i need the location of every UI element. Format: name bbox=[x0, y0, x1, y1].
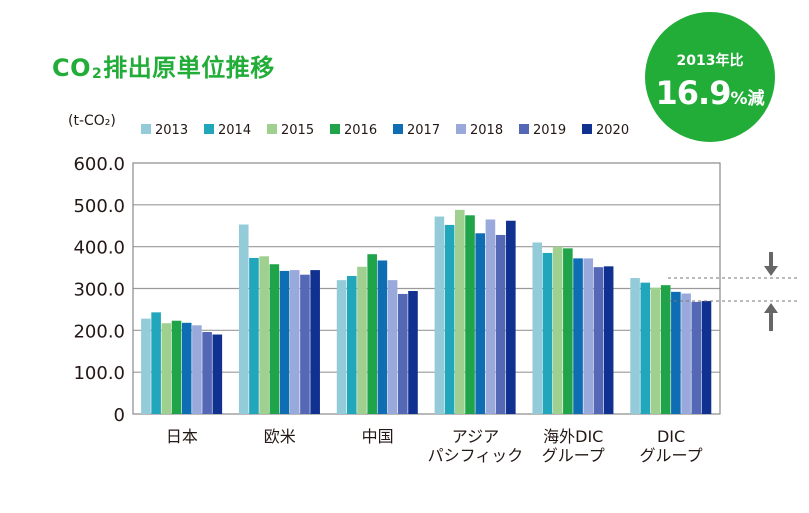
category-label: アジア bbox=[452, 427, 499, 446]
bar bbox=[681, 293, 691, 414]
bar bbox=[573, 258, 583, 414]
bar bbox=[640, 282, 651, 414]
bar bbox=[660, 285, 671, 414]
bar bbox=[192, 325, 202, 414]
legend-label: 2017 bbox=[407, 123, 440, 138]
y-tick-label: 500.0 bbox=[73, 196, 125, 217]
y-tick-label: 600.0 bbox=[73, 154, 125, 175]
bar bbox=[202, 332, 212, 414]
bar bbox=[408, 291, 418, 414]
up-arrow-shaft bbox=[769, 313, 773, 332]
category-label: 欧米 bbox=[264, 427, 296, 446]
legend-swatch bbox=[456, 124, 466, 134]
bar bbox=[387, 280, 398, 414]
category-label: 海外DIC bbox=[543, 427, 603, 446]
bar bbox=[212, 334, 223, 414]
bar bbox=[485, 219, 496, 414]
title-subscript: 2 bbox=[92, 66, 103, 82]
bar bbox=[161, 323, 172, 414]
legend-label: 2015 bbox=[281, 123, 314, 138]
bar bbox=[357, 266, 367, 414]
bar bbox=[603, 266, 614, 414]
bar bbox=[495, 234, 506, 414]
bar bbox=[506, 220, 516, 414]
category-label: グループ bbox=[640, 446, 703, 465]
bar bbox=[310, 270, 320, 414]
legend-swatch bbox=[330, 124, 340, 134]
bar bbox=[465, 215, 475, 414]
bar bbox=[289, 270, 300, 414]
y-tick-label: 300.0 bbox=[73, 280, 125, 301]
bar bbox=[563, 248, 573, 414]
bar bbox=[593, 267, 604, 414]
y-tick-label: 200.0 bbox=[73, 321, 125, 342]
plot-frame bbox=[132, 162, 721, 415]
badge-number: 16.9 bbox=[655, 74, 732, 112]
bar bbox=[279, 270, 290, 414]
bar bbox=[141, 318, 151, 414]
legend-swatch bbox=[519, 124, 529, 134]
legend-label: 2013 bbox=[155, 123, 188, 138]
legend-label: 2020 bbox=[596, 123, 629, 138]
badge-value: 16.9%減 bbox=[645, 74, 775, 112]
bar bbox=[583, 258, 594, 414]
bar bbox=[249, 257, 259, 414]
bar bbox=[269, 264, 280, 414]
bar bbox=[630, 278, 640, 414]
bar bbox=[171, 320, 182, 414]
category-label: 日本 bbox=[166, 427, 198, 446]
category-label: 中国 bbox=[362, 427, 394, 446]
bar bbox=[181, 322, 192, 414]
y-tick-label: 0 bbox=[114, 405, 125, 426]
legend-swatch bbox=[204, 124, 214, 134]
legend-label: 2016 bbox=[344, 123, 377, 138]
legend-swatch bbox=[267, 124, 277, 134]
category-label: DIC bbox=[657, 427, 685, 446]
bar bbox=[238, 224, 249, 414]
bar bbox=[650, 287, 661, 414]
up-arrow-head bbox=[764, 303, 778, 314]
y-tick-label: 100.0 bbox=[73, 363, 125, 384]
legend-label: 2018 bbox=[470, 123, 503, 138]
bar bbox=[532, 242, 543, 414]
down-arrow-head bbox=[764, 266, 778, 277]
y-tick-label: 400.0 bbox=[73, 238, 125, 259]
bar bbox=[151, 312, 161, 414]
legend-swatch bbox=[141, 124, 151, 134]
badge-unit: %減 bbox=[730, 89, 765, 109]
legend-label: 2019 bbox=[533, 123, 566, 138]
bar bbox=[444, 224, 455, 414]
badge-label: 2013年比 bbox=[676, 53, 744, 69]
bar bbox=[346, 275, 357, 414]
legend-label: 2014 bbox=[218, 123, 251, 138]
bar bbox=[552, 246, 563, 414]
bar bbox=[367, 254, 377, 414]
bar bbox=[377, 260, 388, 414]
bar bbox=[691, 301, 702, 414]
category-label: パシフィック bbox=[428, 446, 524, 465]
bar bbox=[701, 301, 712, 414]
bar bbox=[434, 216, 445, 414]
chart-title: CO2排出原単位推移 bbox=[52, 48, 275, 83]
bar bbox=[455, 209, 465, 414]
title-suffix: 排出原単位推移 bbox=[103, 54, 275, 82]
bar bbox=[671, 291, 681, 414]
legend-swatch bbox=[393, 124, 403, 134]
y-axis-label: (t-CO₂) bbox=[68, 113, 116, 129]
bar bbox=[542, 252, 553, 414]
bar bbox=[336, 280, 347, 414]
bar bbox=[397, 293, 408, 414]
bar bbox=[300, 274, 310, 414]
down-arrow-shaft bbox=[769, 252, 773, 267]
bar bbox=[475, 233, 486, 414]
category-label: グループ bbox=[542, 446, 605, 465]
bar bbox=[259, 256, 269, 414]
legend-swatch bbox=[582, 124, 592, 134]
title-prefix: CO bbox=[52, 54, 92, 82]
reduction-badge: 2013年比 16.9%減 bbox=[645, 12, 775, 142]
